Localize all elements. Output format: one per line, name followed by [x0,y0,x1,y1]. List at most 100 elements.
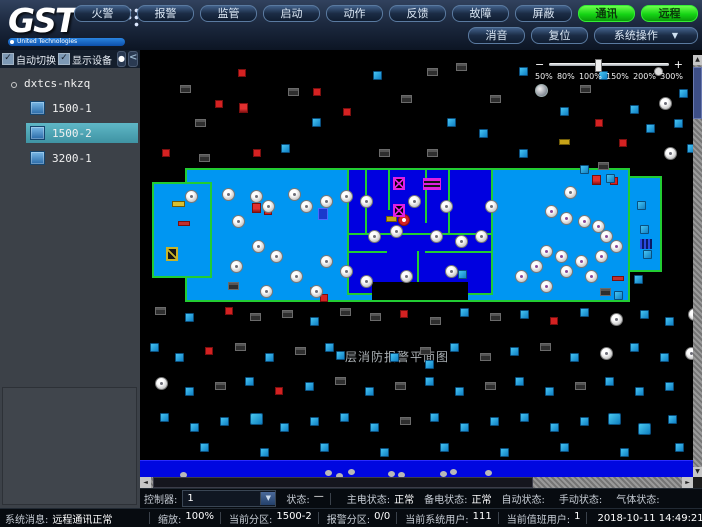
device-y[interactable] [559,139,570,145]
show-devices-checkbox[interactable]: ✓ [58,53,70,65]
device-det[interactable] [659,97,672,110]
device-b[interactable] [665,382,674,391]
device-r[interactable] [550,317,558,325]
device-r[interactable] [313,88,321,96]
device-b[interactable] [606,174,615,183]
device-b[interactable] [447,118,456,127]
device-det[interactable] [310,285,323,298]
device-b[interactable] [580,165,589,174]
device-b[interactable] [160,413,169,422]
device-det[interactable] [430,230,443,243]
header-button-通讯[interactable]: 通讯 [578,5,635,22]
device-d[interactable] [282,310,293,318]
device-gr[interactable] [640,239,652,249]
device-b[interactable] [440,443,449,452]
controller-select[interactable]: 1 ▼ [182,490,277,507]
device-b2[interactable] [250,413,263,425]
zoom-in-button[interactable]: + [674,59,683,70]
device-d[interactable] [235,343,246,351]
horizontal-scroll-thumb[interactable] [153,477,533,488]
device-b[interactable] [635,387,644,396]
device-rs[interactable] [178,221,190,226]
device-d[interactable] [427,68,438,76]
device-d[interactable] [600,288,611,296]
device-b[interactable] [380,448,389,457]
device-det[interactable] [185,190,198,203]
device-det2[interactable] [578,215,591,228]
device-b[interactable] [545,387,554,396]
auto-switch-checkbox[interactable]: ✓ [2,53,14,65]
device-b[interactable] [460,423,469,432]
device-b[interactable] [605,377,614,386]
device-b[interactable] [660,353,669,362]
header-button-反馈[interactable]: 反馈 [389,5,446,22]
device-d[interactable] [228,282,239,290]
device-b[interactable] [560,107,569,116]
zoom-slider-thumb[interactable] [594,59,602,72]
device-b[interactable] [490,417,499,426]
device-det[interactable] [250,190,263,203]
device-b[interactable] [637,201,646,210]
device-det2[interactable] [585,270,598,283]
floor-plan-canvas[interactable]: 层消防报警平面图 − + 50%80%100%150%200%300% [140,55,693,477]
device-det[interactable] [455,235,468,248]
device-det2[interactable] [560,265,573,278]
device-d[interactable] [370,313,381,321]
device-rp[interactable] [252,203,261,213]
device-b[interactable] [458,270,467,279]
device-d[interactable] [295,347,306,355]
device-b[interactable] [325,343,334,352]
device-b[interactable] [620,448,629,457]
device-b[interactable] [185,387,194,396]
device-r[interactable] [595,119,603,127]
device-det[interactable] [475,230,488,243]
tree-item-1500-1[interactable]: 1500-1 [26,98,138,118]
device-b[interactable] [510,347,519,356]
header-button-消音[interactable]: 消音 [468,27,525,44]
device-d[interactable] [335,377,346,385]
device-det[interactable] [600,347,613,360]
device-d[interactable] [540,343,551,351]
device-rp[interactable] [592,175,601,185]
device-d[interactable] [420,347,431,355]
header-button-远程[interactable]: 远程 [641,5,698,22]
device-wc[interactable] [654,67,663,76]
device-det[interactable] [440,200,453,213]
device-det[interactable] [262,200,275,213]
device-det[interactable] [260,285,273,298]
device-b[interactable] [679,89,688,98]
device-b[interactable] [425,377,434,386]
device-d[interactable] [490,95,501,103]
device-b[interactable] [519,67,528,76]
device-det2[interactable] [515,270,528,283]
device-d[interactable] [215,382,226,390]
device-d[interactable] [401,95,412,103]
device-b[interactable] [365,387,374,396]
scroll-left-arrow[interactable]: ◄ [140,477,151,488]
device-d[interactable] [180,85,191,93]
device-d[interactable] [195,119,206,127]
device-det[interactable] [408,195,421,208]
device-det[interactable] [222,188,235,201]
device-det[interactable] [485,200,498,213]
device-st[interactable] [423,178,441,190]
device-det2[interactable] [540,245,553,258]
device-det[interactable] [270,250,283,263]
device-b[interactable] [340,413,349,422]
device-b[interactable] [336,351,345,360]
device-b[interactable] [185,313,194,322]
device-b[interactable] [390,353,399,362]
device-det[interactable] [290,270,303,283]
header-button-启动[interactable]: 启动 [263,5,320,22]
device-d[interactable] [480,353,491,361]
device-b[interactable] [687,144,693,153]
device-b[interactable] [570,353,579,362]
device-d[interactable] [456,63,467,71]
device-det[interactable] [610,313,623,326]
device-r[interactable] [275,387,283,395]
device-det[interactable] [445,265,458,278]
device-b2[interactable] [638,423,651,435]
device-b[interactable] [460,308,469,317]
device-d[interactable] [598,162,609,170]
device-b[interactable] [500,448,509,457]
